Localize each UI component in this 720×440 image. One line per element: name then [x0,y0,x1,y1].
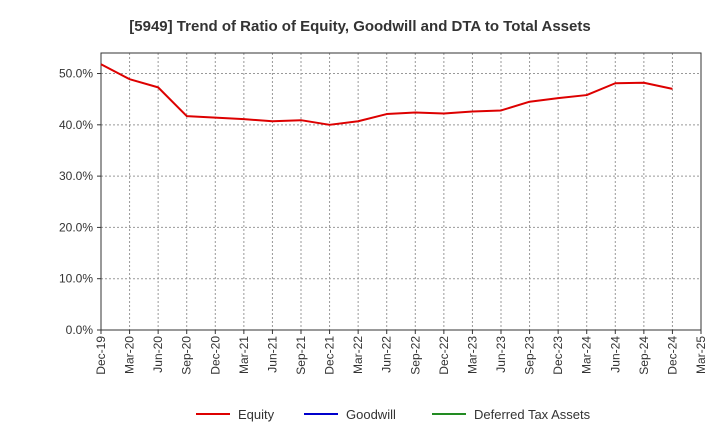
x-axis: Dec-19 Mar-20 Jun-20 Sep-20 Dec-20 Mar-21 Jun-… [94,330,708,375]
y-tick-label: 0.0% [66,323,94,337]
x-tick-label: Mar-23 [465,336,479,374]
x-tick-label: Dec-22 [437,336,451,375]
x-tick-label: Mar-22 [351,336,365,374]
legend-label: Goodwill [346,407,396,422]
x-tick-label: Dec-21 [323,336,337,375]
x-tick-label: Mar-21 [237,336,251,374]
x-tick-label: Mar-20 [123,336,137,374]
x-tick-label: Sep-23 [523,336,537,375]
x-tick-label: Sep-21 [294,336,308,375]
y-tick-label: 20.0% [59,220,93,234]
x-tick-label: Sep-24 [637,336,651,375]
x-tick-label: Mar-24 [580,336,594,374]
y-tick-label: 50.0% [59,67,93,81]
x-tick-label: Dec-20 [208,336,222,375]
y-axis: 0.0% 10.0% 20.0% 30.0% 40.0% 50.0% [59,67,101,337]
x-tick-label: Jun-23 [494,336,508,373]
x-tick-label: Mar-25 [694,336,708,374]
legend-label: Deferred Tax Assets [474,407,591,422]
chart-title: [5949] Trend of Ratio of Equity, Goodwil… [129,18,590,35]
y-tick-label: 10.0% [59,272,93,286]
x-tick-label: Jun-24 [608,336,622,373]
x-tick-label: Dec-23 [551,336,565,375]
legend-label: Equity [238,407,275,422]
y-tick-label: 40.0% [59,118,93,132]
x-tick-label: Jun-22 [380,336,394,373]
x-tick-label: Jun-21 [265,336,279,373]
legend: Equity Goodwill Deferred Tax Assets [196,407,591,422]
x-tick-label: Dec-24 [665,336,679,375]
x-tick-label: Sep-20 [180,336,194,375]
x-tick-label: Dec-19 [94,336,108,375]
x-tick-label: Jun-20 [151,336,165,373]
plot-frame [100,52,702,331]
series-line-equity [100,63,673,126]
grid [101,53,701,330]
x-tick-label: Sep-22 [408,336,422,375]
series-layer [100,63,673,126]
y-tick-label: 30.0% [59,169,93,183]
